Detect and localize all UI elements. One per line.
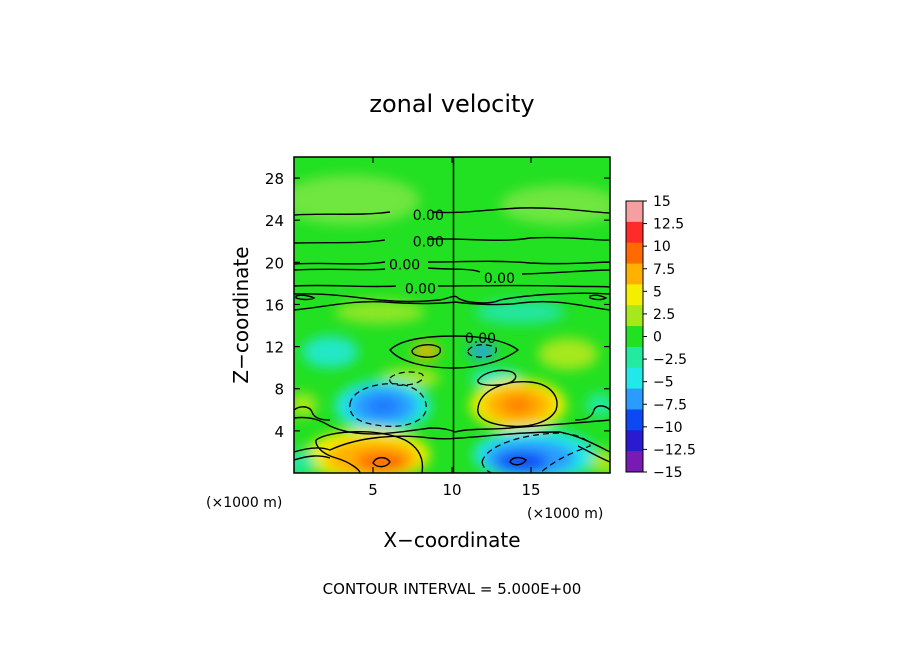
colorbar-label: −15 xyxy=(653,465,683,481)
contour-zero-24 xyxy=(294,207,610,216)
blob-corner-right xyxy=(590,450,610,473)
contour-neg5-left-upper xyxy=(389,371,424,386)
contour-zero-bottom-lower xyxy=(294,455,331,461)
y-tick-label: 12 xyxy=(265,339,284,357)
contour-zero-22 xyxy=(294,236,610,244)
footer-contour-interval: CONTOUR INTERVAL = 5.000E+00 xyxy=(323,580,582,598)
colorbar-swatch xyxy=(626,201,643,223)
colorbar-label: 12.5 xyxy=(653,217,684,233)
contour-label: 0.00 xyxy=(413,234,444,250)
colorbar-label: −5 xyxy=(653,375,674,391)
colorbar-swatch xyxy=(626,263,643,285)
y-tick-label: 8 xyxy=(274,381,284,399)
contour-zero-20 xyxy=(294,260,610,265)
contour-labels: 0.00 0.00 0.00 0.00 0.00 0.00 xyxy=(389,208,515,347)
contour-label: 0.00 xyxy=(389,257,420,273)
contour-neg5-left-lobe xyxy=(349,383,427,427)
y-axis-title: Z−coordinate xyxy=(229,246,253,383)
blob-corner-left xyxy=(294,450,316,473)
contour-zero-center-cell xyxy=(389,335,520,369)
colorbar-swatch xyxy=(626,409,643,431)
contour-lines xyxy=(294,207,610,473)
x-unit-label: (×1000 m) xyxy=(527,506,603,522)
blob-upper-green-right xyxy=(500,185,610,225)
blob-cold-bottom-core xyxy=(496,452,548,472)
colorbar-swatch xyxy=(626,388,643,410)
y-tick-label: 4 xyxy=(274,423,284,441)
blob-upper-green-left xyxy=(294,175,420,225)
contour-neg5-center xyxy=(467,344,497,358)
colorbar-label: 15 xyxy=(653,194,671,210)
contour-pos10-core xyxy=(372,456,391,468)
colorbar-label: −7.5 xyxy=(653,397,687,413)
colorbar-label: 0 xyxy=(653,330,662,346)
colorbar-label: 10 xyxy=(653,239,671,255)
colorbar-swatch xyxy=(626,284,643,306)
contour-zero-left-cell xyxy=(295,294,316,301)
contour-label: 0.00 xyxy=(484,271,515,287)
colorbar-swatch xyxy=(626,367,643,390)
colorbar-label: 5 xyxy=(653,284,662,300)
y-tick-label: 28 xyxy=(265,170,284,188)
contour-label: 0.00 xyxy=(405,282,436,298)
chart-title: zonal velocity xyxy=(369,90,534,118)
blob-center-blue xyxy=(468,344,496,358)
field-blobs xyxy=(294,175,610,473)
contour-pos5-center xyxy=(411,344,442,358)
contour-neg10-core xyxy=(509,456,527,466)
contour-label: 0.00 xyxy=(465,331,496,347)
contour-zero-19 xyxy=(294,267,610,275)
plot-area: 0.00 0.00 0.00 0.00 0.00 0.00 xyxy=(294,157,610,473)
colorbar-swatch xyxy=(626,221,643,244)
blob-teal-left xyxy=(302,336,358,368)
y-tick-label: 20 xyxy=(265,254,284,272)
colorbar-label: 7.5 xyxy=(653,262,675,278)
colorbar-swatch xyxy=(626,305,643,327)
blob-teal-right-low xyxy=(586,393,610,417)
y-tick-label: 16 xyxy=(265,296,284,314)
colorbar-label: −2.5 xyxy=(653,352,687,368)
colorbar-label: −10 xyxy=(653,420,683,436)
contour-label: 0.00 xyxy=(413,208,444,224)
contour-zero-right-lobe xyxy=(574,405,610,421)
contour-pos5-bottom-left xyxy=(315,431,424,473)
x-tick-label: 10 xyxy=(442,481,461,499)
y-unit-label: (×1000 m) xyxy=(206,495,282,511)
colorbar-swatch xyxy=(626,451,643,473)
blob-yellow-right xyxy=(538,338,598,370)
blob-mid-teal-right xyxy=(475,300,565,324)
colorbar-label: 2.5 xyxy=(653,307,675,323)
x-tick-label: 5 xyxy=(368,481,378,499)
colorbar-swatch xyxy=(626,242,643,264)
contour-zero-right-cell xyxy=(589,294,608,301)
colorbar: 15 12.5 10 7.5 5 2.5 0 −2.5 −5 −7.5 −10 −12.5 −15 xyxy=(625,194,696,481)
colorbar-swatch xyxy=(626,430,643,452)
blob-mid-yellowgreen-left xyxy=(335,300,425,324)
contour-zero-upper-mid-left xyxy=(294,416,610,435)
contour-zero-bottom-right xyxy=(577,445,610,463)
contour-zero-bottom xyxy=(294,431,610,453)
colorbar-label: −12.5 xyxy=(653,442,696,458)
contour-zero-17 xyxy=(294,292,610,304)
y-tick-label: 24 xyxy=(265,212,284,230)
contour-pos5-right-upper xyxy=(477,369,517,386)
contour-zero-16 xyxy=(294,300,610,311)
colorbar-swatch xyxy=(626,346,643,369)
x-axis-title: X−coordinate xyxy=(383,528,520,552)
contour-zero-18 xyxy=(294,284,610,288)
blob-blue-left-core xyxy=(367,397,399,415)
x-axis: 5 10 15 xyxy=(368,157,541,499)
blob-orange-right-core xyxy=(502,396,534,414)
x-tick-label: 15 xyxy=(521,481,540,499)
colorbar-swatch xyxy=(626,326,643,348)
blob-center-yellow xyxy=(412,344,440,358)
blob-warm-bottom-core xyxy=(356,452,408,472)
contour-zero-left-lobe xyxy=(294,406,331,421)
y-axis: 4 8 12 16 20 24 28 xyxy=(265,170,610,441)
